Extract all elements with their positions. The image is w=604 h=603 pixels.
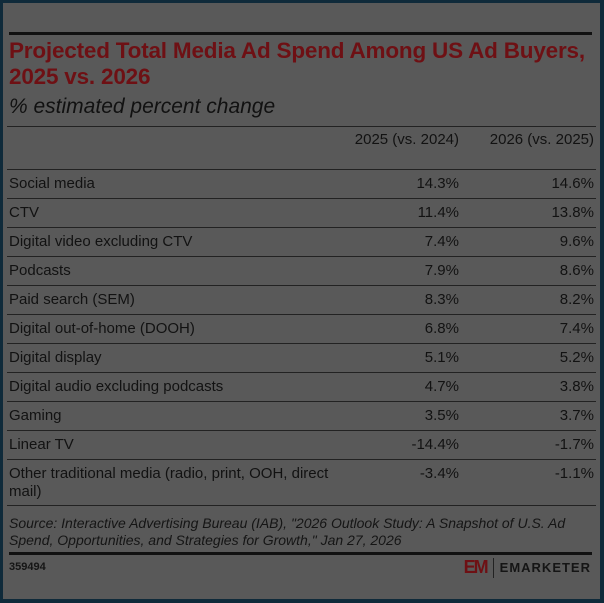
value-2025: 8.3% <box>424 291 459 308</box>
source-note: Source: Interactive Advertising Bureau (… <box>9 515 566 548</box>
value-2025: 11.4% <box>417 204 459 221</box>
header-2026: 2026 (vs. 2025) <box>489 131 594 148</box>
chart-id: 359494 <box>9 561 46 573</box>
bottom-rule <box>9 552 592 555</box>
data-table: 2025 (vs. 2024) 2026 (vs. 2025) Social m… <box>7 126 596 506</box>
row-label: Podcasts <box>9 262 71 279</box>
value-2025: 7.9% <box>424 262 459 279</box>
row-label: Linear TV <box>9 436 74 453</box>
row-label: Digital video excluding CTV <box>9 233 193 250</box>
logo-wordmark: EMARKETER <box>499 560 591 575</box>
top-rule <box>9 32 592 35</box>
em-logo-icon: EM <box>463 557 489 577</box>
value-2026: 5.2% <box>559 349 594 366</box>
table-row: Gaming 3.5% 3.7% <box>7 402 596 431</box>
header-label-cell <box>7 127 337 170</box>
row-label: Social media <box>9 175 95 192</box>
value-2025: 5.1% <box>424 349 459 366</box>
table-row: Digital audio excluding podcasts 4.7% 3.8% <box>7 373 596 402</box>
value-2026: 14.6% <box>551 175 594 192</box>
value-2026: 3.8% <box>559 378 594 395</box>
value-2026: 9.6% <box>559 233 594 250</box>
logo-divider <box>492 557 494 578</box>
value-2025: -3.4% <box>419 465 459 482</box>
value-2026: -1.1% <box>554 465 594 482</box>
table-row: Digital out-of-home (DOOH) 6.8% 7.4% <box>7 315 596 344</box>
value-2025: 3.5% <box>424 407 459 424</box>
value-2025: 4.7% <box>424 378 459 395</box>
row-label: Paid search (SEM) <box>9 291 135 308</box>
emarketer-logo: EM EMARKETER <box>464 557 591 578</box>
value-2025: 7.4% <box>424 233 459 250</box>
value-2026: 8.6% <box>559 262 594 279</box>
table-row: Paid search (SEM) 8.3% 8.2% <box>7 286 596 315</box>
table-row: Other traditional media (radio, print, O… <box>7 460 596 506</box>
row-label: Digital display <box>9 349 102 366</box>
value-2025: 14.3% <box>416 175 459 192</box>
header-2025: 2025 (vs. 2024) <box>354 131 459 148</box>
table-header-row: 2025 (vs. 2024) 2026 (vs. 2025) <box>7 126 596 170</box>
row-label: CTV <box>9 204 39 221</box>
value-2026: -1.7% <box>554 436 594 453</box>
chart-card: Projected Total Media Ad Spend Among US … <box>3 3 600 599</box>
table-row: Digital display 5.1% 5.2% <box>7 344 596 373</box>
table-row: Podcasts 7.9% 8.6% <box>7 257 596 286</box>
row-label: Digital audio excluding podcasts <box>9 378 224 395</box>
chart-title: Projected Total Media Ad Spend Among US … <box>9 38 585 89</box>
value-2026: 7.4% <box>559 320 594 337</box>
table-row: CTV 11.4% 13.8% <box>7 199 596 228</box>
value-2026: 3.7% <box>559 407 594 424</box>
table-row: Digital video excluding CTV 7.4% 9.6% <box>7 228 596 257</box>
table-row: Social media 14.3% 14.6% <box>7 170 596 199</box>
value-2025: -14.4% <box>411 436 459 453</box>
table-row: Linear TV -14.4% -1.7% <box>7 431 596 460</box>
chart-subtitle: % estimated percent change <box>9 95 276 118</box>
row-label: Digital out-of-home (DOOH) <box>9 320 195 337</box>
value-2026: 13.8% <box>551 204 594 221</box>
value-2026: 8.2% <box>559 291 594 308</box>
value-2025: 6.8% <box>424 320 459 337</box>
row-label: Other traditional media (radio, print, O… <box>9 465 329 500</box>
row-label: Gaming <box>9 407 62 424</box>
